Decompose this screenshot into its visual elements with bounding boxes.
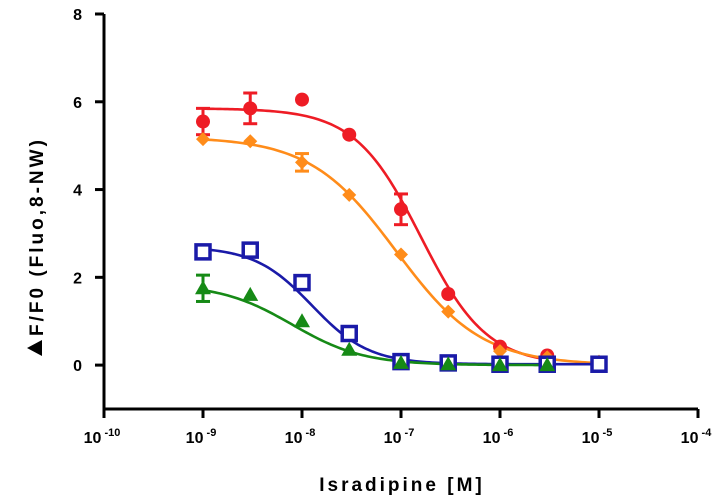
y-tick-label: 8 xyxy=(73,7,82,24)
x-axis-ticks: 10 -10 10 -9 10 -8 10 -7 10 -6 10 -5 10 -4 xyxy=(84,409,713,447)
triangle-point xyxy=(492,357,508,372)
data-markers xyxy=(194,92,608,373)
circle-point xyxy=(441,287,456,302)
open-square-point xyxy=(194,243,212,261)
x-tick-label: 10 -5 xyxy=(582,427,613,447)
triangle-point xyxy=(539,357,556,372)
error-bars xyxy=(196,91,408,303)
y-tick-label: 2 xyxy=(73,270,82,287)
x-tick-label: 10 -10 xyxy=(84,427,121,447)
fit-curve xyxy=(202,247,599,366)
y-tick-label: 0 xyxy=(73,358,82,375)
y-axis-title-text: F/F0 (Fluo,8-NW) xyxy=(27,137,48,336)
x-axis-title: Isradipine [M] xyxy=(319,475,485,496)
x-tick-label: 10 -9 xyxy=(186,427,217,447)
circle-point xyxy=(342,127,357,142)
circle-point xyxy=(243,101,258,116)
delta-icon xyxy=(27,340,42,356)
fit-curves xyxy=(202,107,600,367)
diamond-point xyxy=(196,132,210,147)
y-tick-label: 6 xyxy=(73,95,82,112)
x-tick-label: 10 -8 xyxy=(285,427,316,447)
diamond-point xyxy=(295,155,309,170)
triangle-point xyxy=(341,341,358,356)
y-tick-label: 4 xyxy=(73,183,82,200)
y-axis-title: F/F0 (Fluo,8-NW) xyxy=(27,137,48,356)
y-axis-ticks: 0 2 4 6 8 xyxy=(73,7,104,375)
x-tick-label: 10 -4 xyxy=(681,427,713,447)
triangle-point xyxy=(242,286,259,301)
diamond-point xyxy=(342,187,357,202)
triangle-point xyxy=(195,280,211,295)
triangle-point xyxy=(294,313,310,328)
open-square-point xyxy=(340,324,358,343)
triangle-point xyxy=(440,356,457,371)
open-square-point xyxy=(590,355,608,373)
fit-curve xyxy=(202,288,548,367)
diamond-point xyxy=(243,134,258,149)
open-square-point xyxy=(241,241,259,259)
x-tick-label: 10 -6 xyxy=(483,427,514,447)
triangle-point xyxy=(393,354,409,369)
circle-point xyxy=(196,114,210,129)
fit-curve xyxy=(202,107,548,361)
circle-point xyxy=(394,202,408,217)
diamond-point xyxy=(493,344,507,359)
diamond-point xyxy=(441,304,456,319)
diamond-point xyxy=(394,247,408,262)
x-tick-label: 10 -7 xyxy=(384,427,415,447)
circle-point xyxy=(295,92,309,107)
open-square-point xyxy=(293,273,311,292)
